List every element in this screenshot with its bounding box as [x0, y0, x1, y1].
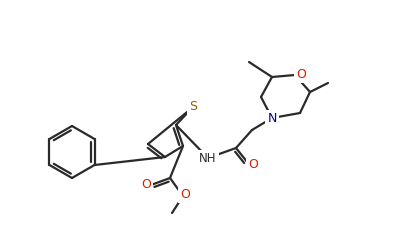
Text: O: O: [180, 188, 190, 202]
Text: O: O: [296, 69, 306, 81]
Text: S: S: [189, 101, 197, 113]
Text: O: O: [248, 159, 258, 172]
Text: NH: NH: [199, 151, 217, 165]
Text: O: O: [141, 178, 151, 192]
Text: N: N: [267, 111, 277, 124]
